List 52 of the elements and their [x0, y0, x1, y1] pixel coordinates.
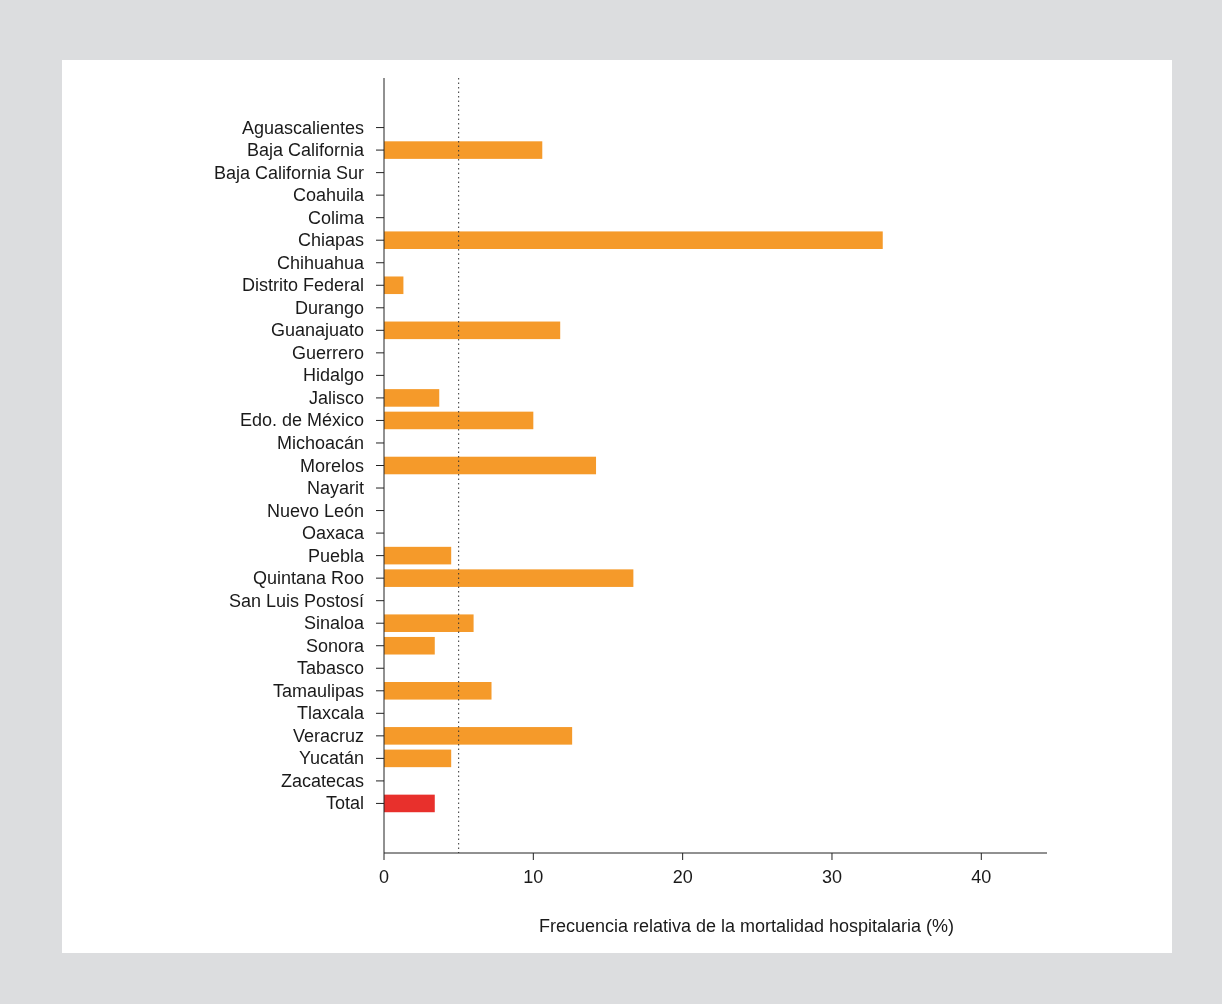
bar [384, 614, 474, 632]
y-tick-label: Tlaxcala [296, 703, 365, 724]
y-tick-label: San Luis Postosí [228, 590, 364, 611]
y-tick-label: Aguascalientes [241, 117, 364, 138]
bar [384, 276, 404, 295]
y-tick-label: Hidalgo [302, 365, 364, 386]
bar [384, 546, 452, 565]
bar [384, 231, 883, 249]
y-tick-label: Baja California Sur [213, 162, 364, 183]
y-tick-label: Tamaulipas [272, 680, 364, 701]
y-tick-label: Colima [307, 207, 365, 228]
y-tick-label: Michoacán [276, 432, 364, 453]
y-tick-label: Guerrero [291, 342, 364, 363]
bar [384, 569, 634, 587]
bar [384, 727, 573, 745]
bar [384, 456, 597, 475]
y-tick-label: Nayarit [306, 478, 364, 499]
bar [384, 321, 561, 340]
y-tick-label: Veracruz [292, 725, 364, 746]
x-tick-label: 10 [523, 867, 544, 887]
bar [384, 682, 492, 700]
y-tick-label: Zacatecas [280, 770, 364, 791]
x-tick-label: 0 [378, 867, 390, 887]
bar [384, 141, 543, 159]
y-tick-label: Jalisco [308, 387, 364, 408]
bar [384, 749, 452, 768]
y-tick-label: Chiapas [297, 230, 364, 251]
y-tick-label: Sinaloa [303, 613, 365, 634]
y-tick-label: Morelos [299, 455, 364, 476]
y-tick-label: Nuevo León [266, 500, 364, 521]
y-tick-label: Oaxaca [301, 523, 365, 544]
x-tick-label: 30 [821, 867, 842, 887]
x-axis-title: Frecuencia relativa de la mortalidad hospitalaria (%) [538, 916, 955, 936]
y-tick-label: Yucatán [298, 748, 364, 769]
y-tick-label: Coahuila [292, 185, 365, 206]
y-tick-label: Durango [294, 297, 364, 318]
y-tick-label: Sonora [305, 635, 365, 656]
y-tick-label: Guanajuato [270, 320, 364, 341]
bar [384, 411, 534, 430]
x-tick-label: 20 [672, 867, 693, 887]
y-tick-label: Baja California [246, 140, 365, 161]
y-tick-label: Tabasco [296, 658, 364, 679]
y-tick-label: Quintana Roo [252, 568, 364, 589]
y-tick-label: Total [325, 793, 364, 814]
bar [384, 794, 435, 813]
y-tick-label: Chihuahua [276, 252, 365, 273]
y-tick-label: Edo. de México [239, 410, 364, 431]
y-tick-label: Puebla [307, 545, 365, 566]
bar [384, 389, 440, 407]
bar [384, 636, 435, 655]
y-tick-label: Distrito Federal [241, 275, 364, 296]
x-tick-label: 40 [971, 867, 992, 887]
